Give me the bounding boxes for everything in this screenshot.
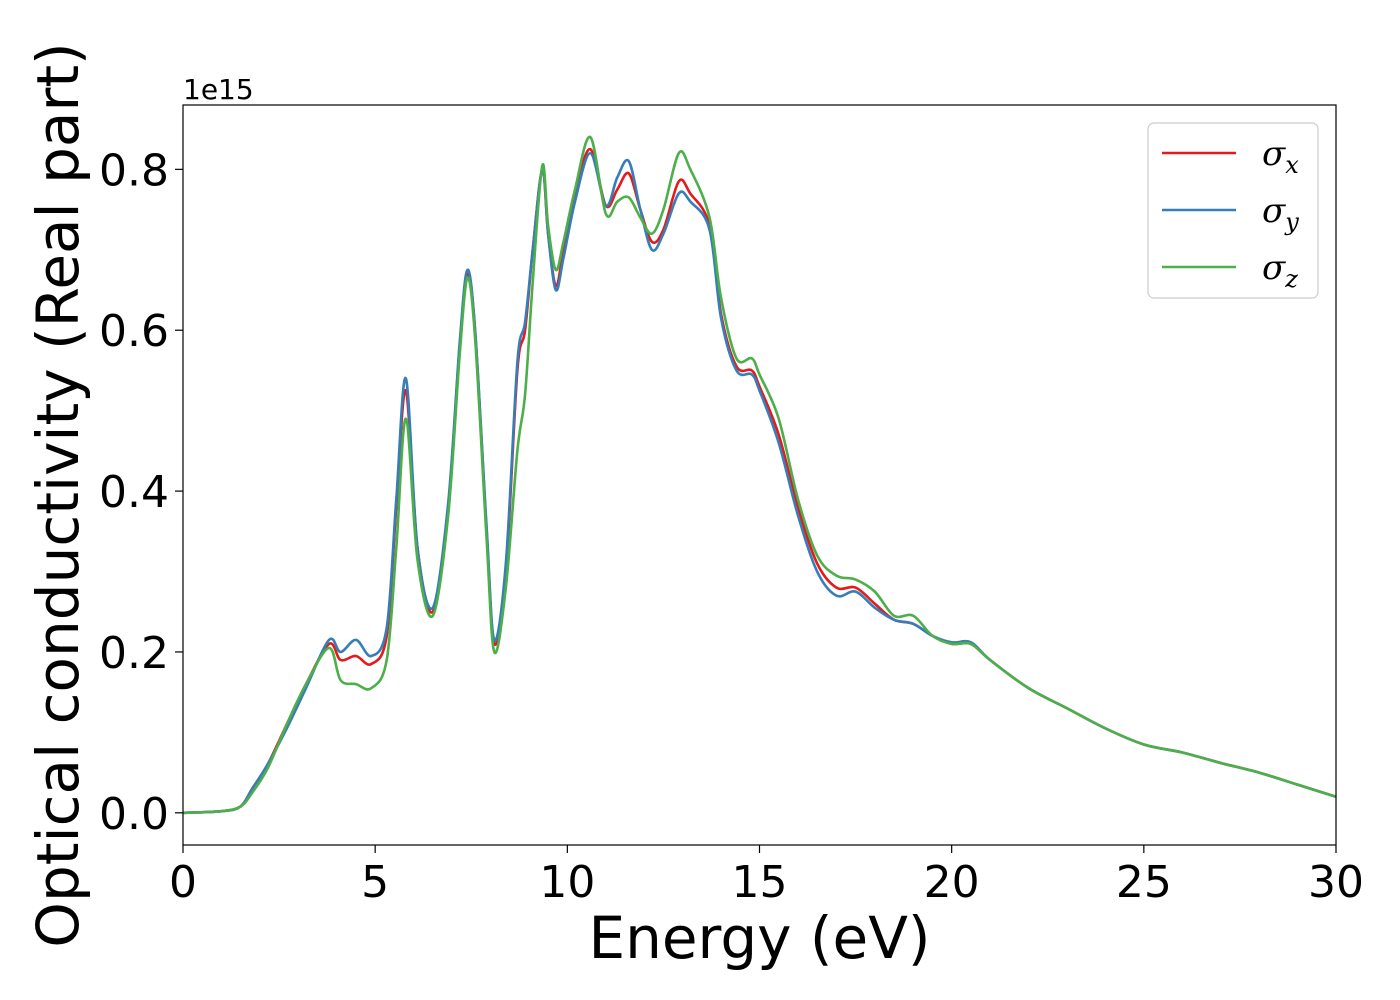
y-offset-label: 1e15 [183, 73, 254, 106]
legend: σx σy σz [1147, 122, 1319, 299]
series-line-z [183, 135, 1336, 815]
legend-label-z: σz [1262, 248, 1298, 293]
y-axis-ticks: 0.0 0.2 0.4 0.6 0.8 [99, 145, 183, 840]
y-tick-label: 0.6 [99, 306, 169, 357]
y-tick-label: 0.8 [99, 145, 169, 196]
x-tick-label: 15 [732, 857, 788, 908]
legend-label-x: σx [1262, 134, 1299, 179]
x-tick-label: 0 [169, 857, 197, 908]
x-axis-ticks: 0 5 10 15 20 25 30 [169, 845, 1364, 908]
y-tick-label: 0.0 [99, 789, 169, 840]
y-axis-label: Optical conductivity (Real part) [24, 42, 92, 947]
legend-label-y: σy [1262, 191, 1299, 236]
series-layer [183, 135, 1336, 815]
x-tick-label: 5 [361, 857, 389, 908]
x-tick-label: 10 [539, 857, 595, 908]
x-tick-label: 20 [924, 857, 980, 908]
x-tick-label: 25 [1116, 857, 1172, 908]
x-tick-label: 30 [1308, 857, 1364, 908]
x-axis-label: Energy (eV) [588, 904, 930, 972]
y-tick-label: 0.4 [99, 467, 169, 518]
y-tick-label: 0.2 [99, 628, 169, 679]
